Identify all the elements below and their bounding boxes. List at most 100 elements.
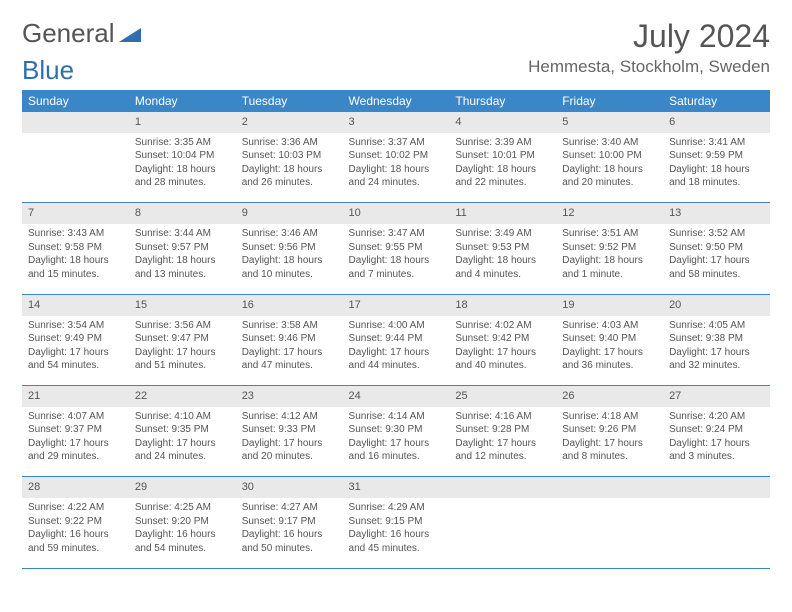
logo-triangle-icon [119,18,141,49]
day-cell: Sunrise: 3:41 AMSunset: 9:59 PMDaylight:… [663,133,770,203]
day-number: 6 [663,112,770,133]
day-day1: Daylight: 18 hours [455,254,550,268]
day-day1: Daylight: 18 hours [135,254,230,268]
day-day1: Daylight: 18 hours [135,163,230,177]
day-day1: Daylight: 16 hours [28,528,123,542]
day-sunrise: Sunrise: 4:03 AM [562,319,657,333]
logo: General [22,18,143,49]
day-number [22,112,129,133]
day-day2: and 1 minute. [562,268,657,282]
day-sunset: Sunset: 9:46 PM [242,332,337,346]
day-sunrise: Sunrise: 4:16 AM [455,410,550,424]
day-sunset: Sunset: 9:56 PM [242,241,337,255]
day-day1: Daylight: 17 hours [669,254,764,268]
day-day2: and 32 minutes. [669,359,764,373]
day-number: 17 [343,294,450,315]
day-sunset: Sunset: 9:15 PM [349,515,444,529]
day-day1: Daylight: 17 hours [349,437,444,451]
day-day1: Daylight: 17 hours [28,346,123,360]
day-number: 14 [22,294,129,315]
calendar-table: SundayMondayTuesdayWednesdayThursdayFrid… [22,90,770,569]
day-day1: Daylight: 17 hours [349,346,444,360]
day-day1: Daylight: 17 hours [562,346,657,360]
day-day2: and 28 minutes. [135,176,230,190]
day-day1: Daylight: 17 hours [455,346,550,360]
month-title: July 2024 [528,18,770,55]
day-sunset: Sunset: 9:20 PM [135,515,230,529]
day-cell: Sunrise: 3:49 AMSunset: 9:53 PMDaylight:… [449,224,556,294]
day-header: Monday [129,90,236,112]
day-day1: Daylight: 16 hours [242,528,337,542]
day-sunrise: Sunrise: 3:44 AM [135,227,230,241]
day-day2: and 22 minutes. [455,176,550,190]
day-sunset: Sunset: 9:17 PM [242,515,337,529]
day-day1: Daylight: 17 hours [135,437,230,451]
day-number: 13 [663,203,770,224]
day-cell: Sunrise: 4:02 AMSunset: 9:42 PMDaylight:… [449,316,556,386]
day-number: 25 [449,386,556,407]
day-number: 19 [556,294,663,315]
day-header: Saturday [663,90,770,112]
day-sunrise: Sunrise: 4:14 AM [349,410,444,424]
day-cell: Sunrise: 3:58 AMSunset: 9:46 PMDaylight:… [236,316,343,386]
day-cell: Sunrise: 3:43 AMSunset: 9:58 PMDaylight:… [22,224,129,294]
day-cell: Sunrise: 4:22 AMSunset: 9:22 PMDaylight:… [22,498,129,568]
day-number-row: 14151617181920 [22,294,770,315]
day-sunset: Sunset: 10:01 PM [455,149,550,163]
day-header: Friday [556,90,663,112]
day-sunrise: Sunrise: 4:18 AM [562,410,657,424]
day-sunrise: Sunrise: 3:37 AM [349,136,444,150]
day-number: 8 [129,203,236,224]
day-number: 2 [236,112,343,133]
day-number: 27 [663,386,770,407]
day-day1: Daylight: 18 hours [349,163,444,177]
day-day1: Daylight: 18 hours [349,254,444,268]
day-sunrise: Sunrise: 4:07 AM [28,410,123,424]
day-sunset: Sunset: 9:49 PM [28,332,123,346]
day-sunrise: Sunrise: 3:41 AM [669,136,764,150]
day-sunrise: Sunrise: 4:25 AM [135,501,230,515]
day-number: 23 [236,386,343,407]
day-day2: and 51 minutes. [135,359,230,373]
day-sunset: Sunset: 9:55 PM [349,241,444,255]
day-day2: and 29 minutes. [28,450,123,464]
day-number: 18 [449,294,556,315]
day-sunset: Sunset: 9:22 PM [28,515,123,529]
day-day1: Daylight: 18 hours [562,254,657,268]
day-sunrise: Sunrise: 4:02 AM [455,319,550,333]
day-number: 29 [129,477,236,498]
day-sunset: Sunset: 9:38 PM [669,332,764,346]
day-day2: and 58 minutes. [669,268,764,282]
day-number: 12 [556,203,663,224]
day-cell: Sunrise: 3:39 AMSunset: 10:01 PMDaylight… [449,133,556,203]
day-number: 7 [22,203,129,224]
day-content-row: Sunrise: 3:54 AMSunset: 9:49 PMDaylight:… [22,316,770,386]
day-day2: and 59 minutes. [28,542,123,556]
day-number: 21 [22,386,129,407]
day-sunset: Sunset: 9:33 PM [242,423,337,437]
day-sunset: Sunset: 9:58 PM [28,241,123,255]
day-number: 16 [236,294,343,315]
day-day2: and 44 minutes. [349,359,444,373]
day-day1: Daylight: 17 hours [669,346,764,360]
day-day1: Daylight: 17 hours [562,437,657,451]
day-sunrise: Sunrise: 3:40 AM [562,136,657,150]
day-header: Sunday [22,90,129,112]
day-cell: Sunrise: 4:29 AMSunset: 9:15 PMDaylight:… [343,498,450,568]
day-sunset: Sunset: 9:37 PM [28,423,123,437]
day-cell: Sunrise: 3:51 AMSunset: 9:52 PMDaylight:… [556,224,663,294]
day-day2: and 13 minutes. [135,268,230,282]
day-number: 4 [449,112,556,133]
day-cell [663,498,770,568]
day-day2: and 24 minutes. [135,450,230,464]
day-sunrise: Sunrise: 3:58 AM [242,319,337,333]
day-day2: and 12 minutes. [455,450,550,464]
day-day1: Daylight: 17 hours [28,437,123,451]
day-content-row: Sunrise: 4:07 AMSunset: 9:37 PMDaylight:… [22,407,770,477]
day-number: 24 [343,386,450,407]
day-sunrise: Sunrise: 3:39 AM [455,136,550,150]
day-day2: and 15 minutes. [28,268,123,282]
day-sunrise: Sunrise: 4:12 AM [242,410,337,424]
logo-text-2: Blue [22,55,770,86]
day-sunset: Sunset: 9:35 PM [135,423,230,437]
